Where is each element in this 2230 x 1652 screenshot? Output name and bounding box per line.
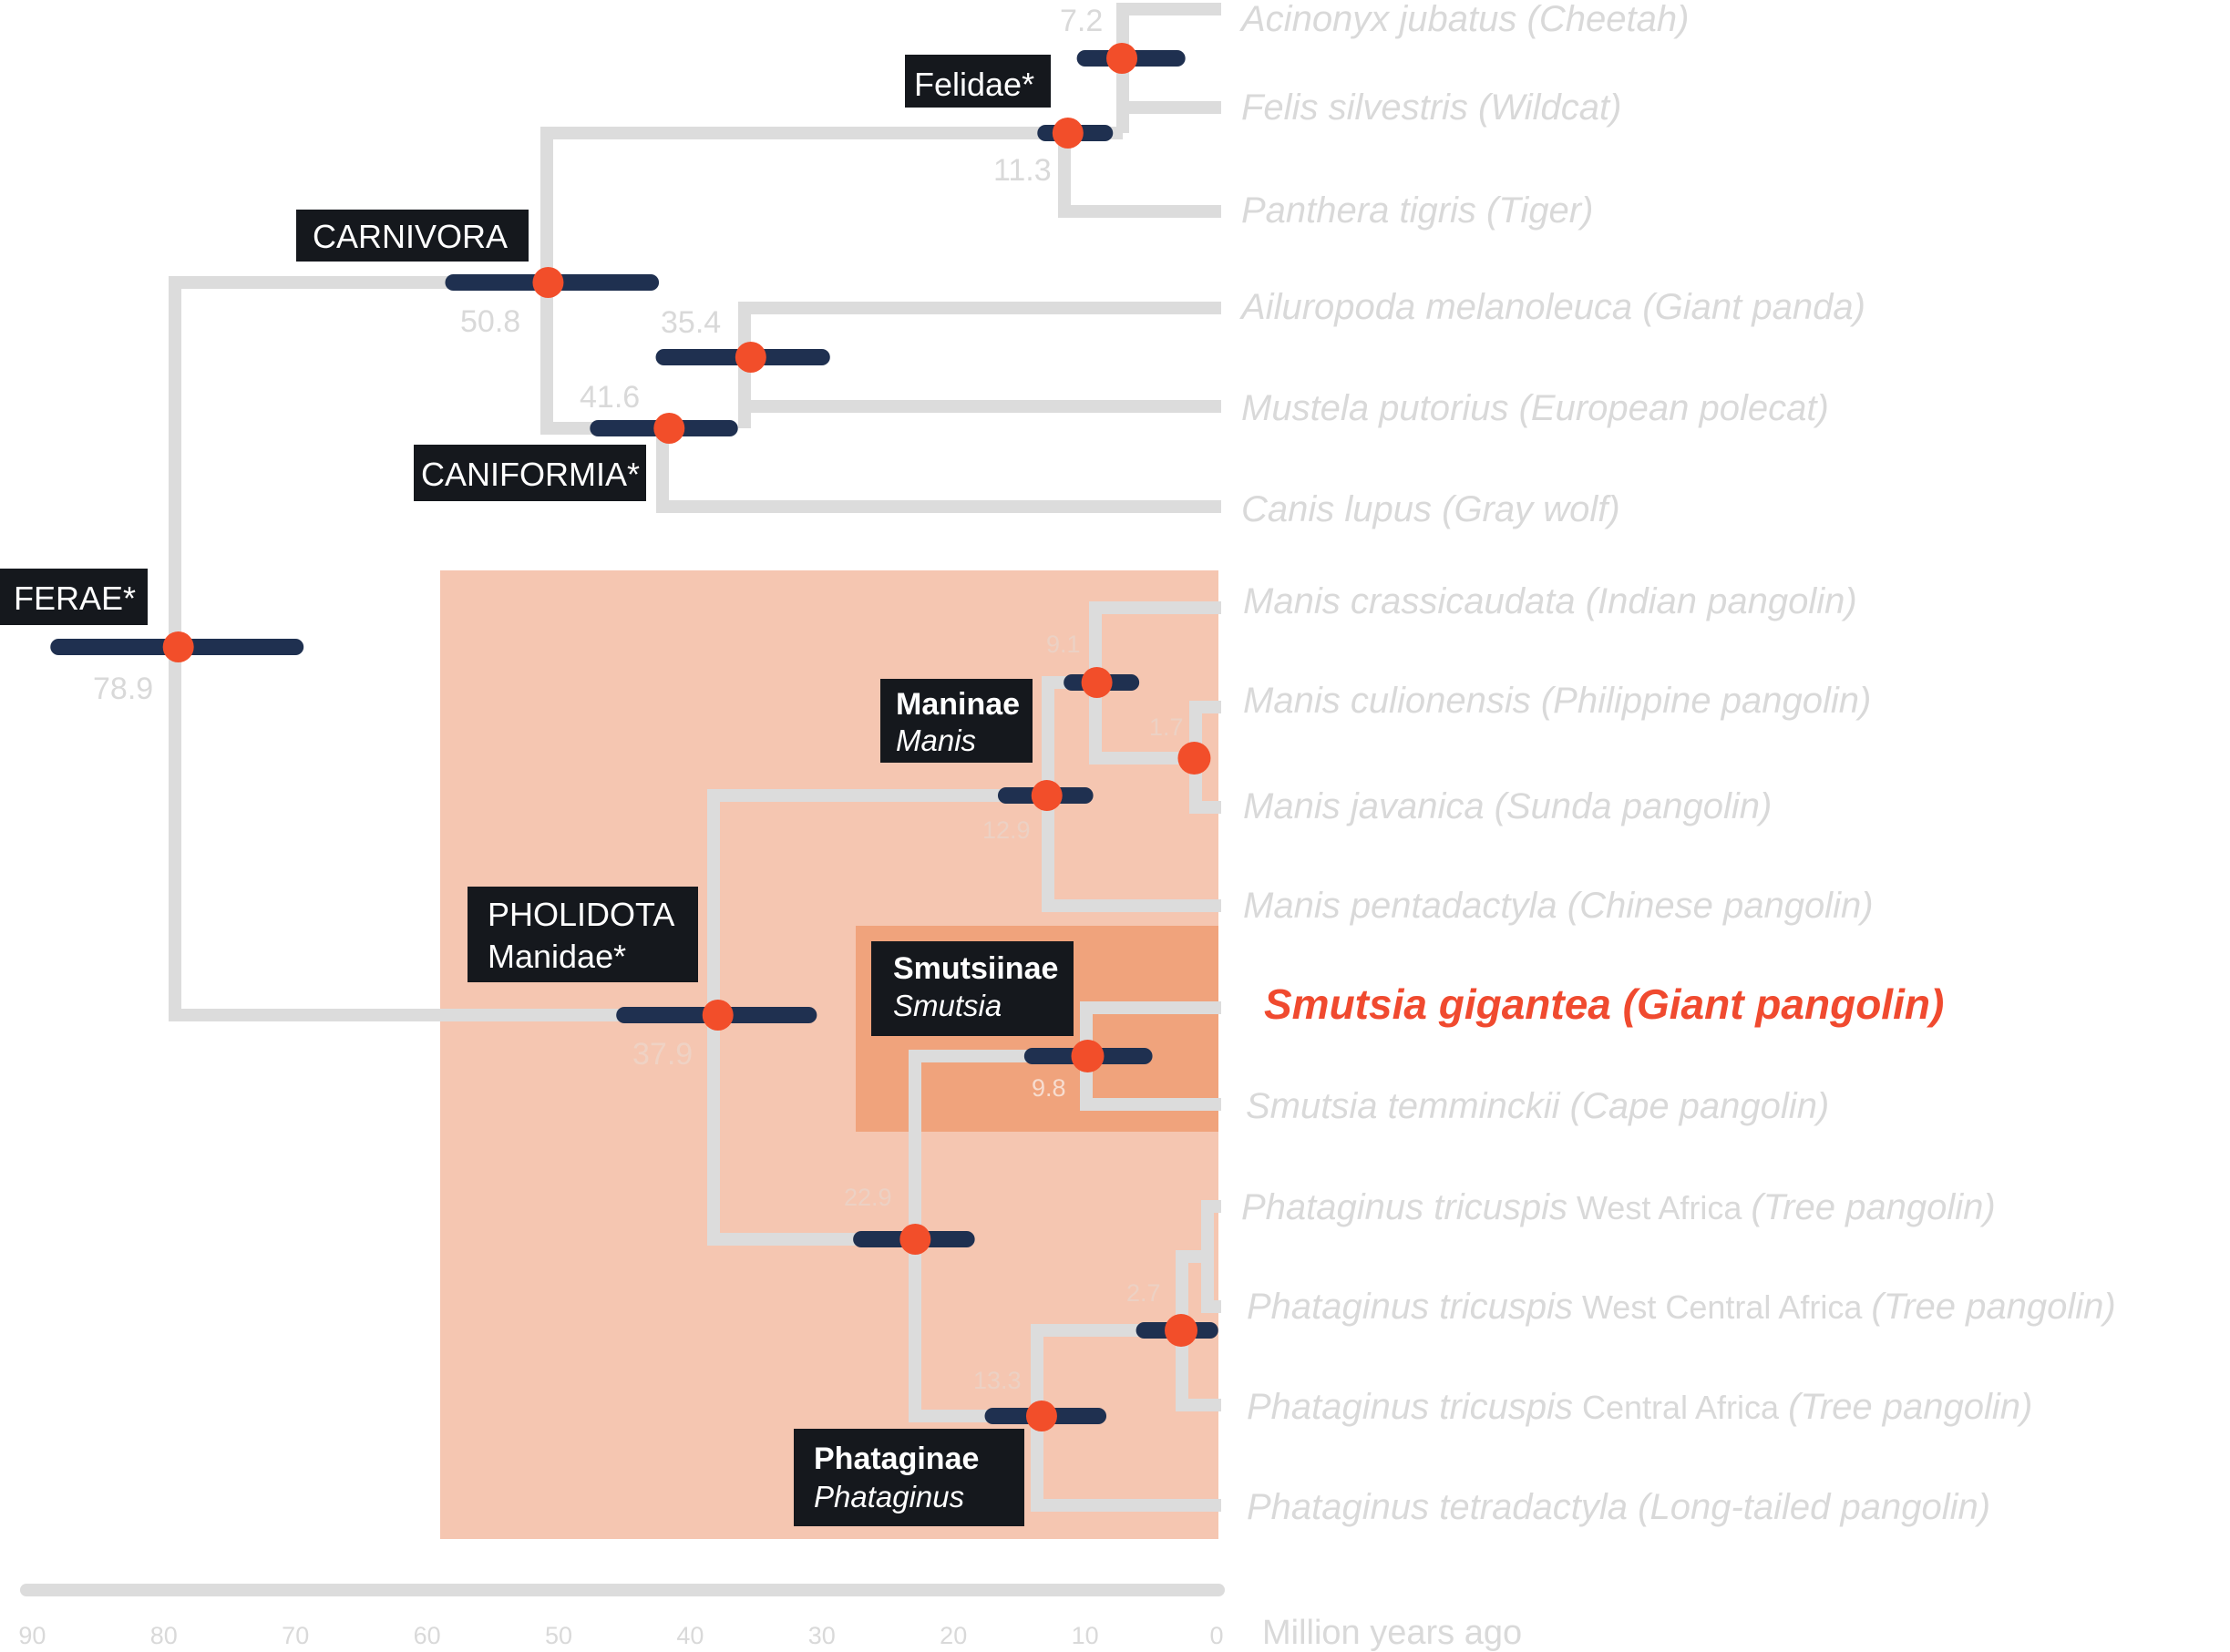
node-marker-smutsiinae [1071, 1040, 1105, 1072]
axis-tick-50: 50 [545, 1622, 572, 1649]
tip-label-wildcat: Felis silvestris (Wildcat) [1241, 87, 1621, 128]
svg-text:CARNIVORA: CARNIVORA [313, 218, 508, 255]
tip-label-giant-highlighted: Smutsia gigantea (Giant pangolin) [1264, 980, 1944, 1028]
node-age-phataginae: 13.3 [973, 1367, 1022, 1394]
axis-tick-80: 80 [150, 1622, 178, 1649]
axis-tick-90: 90 [18, 1622, 46, 1649]
svg-text:PHOLIDOTA: PHOLIDOTA [488, 896, 674, 933]
svg-text:Smutsia: Smutsia [893, 989, 1002, 1022]
clade-label-ferae: FERAE* [0, 569, 148, 625]
tip-label-cape: Smutsia temminckii (Cape pangolin) [1246, 1086, 1829, 1126]
node-marker-ferae [162, 631, 194, 662]
node-marker-tree_group [1165, 1314, 1198, 1347]
tip-label-indian: Manis crassicaudata (Indian pangolin) [1243, 581, 1857, 621]
node-age-pholidota: 37.9 [632, 1037, 693, 1072]
node-age-felis-group: 7.2 [1060, 4, 1103, 38]
tip-label-sunda: Manis javanica (Sunda pangolin) [1243, 786, 1772, 826]
clade-label-smutsiinae: Smutsiinae Smutsia [871, 941, 1074, 1036]
node-age-philippine-sunda: 1.7 [1149, 713, 1184, 741]
axis-tick-60: 60 [414, 1622, 441, 1649]
svg-text:CANIFORMIA*: CANIFORMIA* [421, 456, 640, 493]
tip-label-panda: Ailuropoda melanoleuca (Giant panda) [1239, 287, 1865, 327]
node-marker-philippine_sunda [1177, 742, 1211, 775]
node-age-african-pangolins: 22.9 [844, 1184, 892, 1211]
node-markers [162, 43, 1211, 1431]
node-marker-manis_inner [1081, 667, 1113, 698]
node-age-panda-polecat: 35.4 [661, 305, 721, 340]
clade-label-phataginae: Phataginae Phataginus [794, 1429, 1024, 1526]
tip-label-tree-central-africa: Phataginus tricuspis Central Africa (Tre… [1247, 1387, 2032, 1427]
tip-label-cheetah: Acinonyx jubatus (Cheetah) [1239, 0, 1689, 39]
clade-label-caniformia: CANIFORMIA* [414, 445, 646, 501]
svg-text:Manidae*: Manidae* [488, 938, 626, 975]
node-age-labels: 7.2 11.3 50.8 35.4 41.6 78.9 9.1 1.7 12.… [93, 4, 1184, 1394]
svg-text:Phataginae: Phataginae [814, 1442, 979, 1476]
clade-label-felidae: Felidae* [905, 55, 1051, 108]
clade-label-carnivora: CARNIVORA [296, 210, 529, 262]
clade-label-pholidota: PHOLIDOTA Manidae* [468, 887, 698, 982]
tip-label-longtailed: Phataginus tetradactyla (Long-tailed pan… [1247, 1487, 1990, 1527]
tip-label-tree-west-central-africa: Phataginus tricuspis West Central Africa… [1247, 1287, 2116, 1327]
tip-label-wolf: Canis lupus (Gray wolf) [1241, 489, 1620, 529]
node-age-carnivora: 50.8 [460, 304, 520, 339]
node-age-smutsiinae: 9.8 [1032, 1074, 1066, 1102]
axis-tick-20: 20 [940, 1622, 967, 1649]
node-marker-panda_polecat [735, 342, 766, 373]
tip-label-tiger: Panthera tigris (Tiger) [1241, 190, 1593, 231]
svg-text:Felidae*: Felidae* [914, 66, 1034, 103]
svg-text:FERAE*: FERAE* [14, 580, 136, 617]
node-marker-pholidota [702, 1000, 734, 1031]
tip-label-polecat: Mustela putorius (European polecat) [1241, 388, 1829, 428]
node-marker-felidae [1052, 118, 1084, 149]
node-marker-phataginae [1025, 1401, 1057, 1431]
tip-label-philippine: Manis culionensis (Philippine pangolin) [1243, 681, 1871, 721]
svg-text:Smutsiinae: Smutsiinae [893, 951, 1058, 986]
node-age-caniformia: 41.6 [580, 380, 640, 415]
node-marker-maninae [1031, 780, 1063, 811]
tip-label-chinese: Manis pentadactyla (Chinese pangolin) [1243, 886, 1874, 926]
axis-tick-0: 0 [1209, 1622, 1223, 1649]
axis-tick-30: 30 [808, 1622, 836, 1649]
axis-tick-70: 70 [282, 1622, 309, 1649]
node-age-maninae: 12.9 [982, 816, 1031, 844]
node-marker-afr_pangolins [899, 1224, 931, 1255]
tip-label-tree-west-africa: Phataginus tricuspis West Africa (Tree p… [1241, 1187, 1996, 1227]
branch-caniformia [656, 357, 1221, 513]
time-axis-ticks: 90 80 70 60 50 40 30 20 10 0 [18, 1622, 1223, 1649]
node-age-tree-group: 2.7 [1126, 1279, 1161, 1307]
tip-labels: Acinonyx jubatus (Cheetah) Felis silvest… [1239, 0, 2116, 1527]
node-age-manis-inner: 9.1 [1046, 631, 1081, 658]
node-marker-caniformia [653, 413, 685, 444]
clade-label-maninae: Maninae Manis [880, 679, 1033, 763]
node-marker-carnivora [532, 267, 564, 298]
axis-tick-10: 10 [1072, 1622, 1099, 1649]
node-age-ferae: 78.9 [93, 672, 153, 706]
svg-text:Manis: Manis [896, 723, 976, 757]
clade-labels: Felidae* CARNIVORA CANIFORMIA* FERAE* Ma… [0, 55, 1074, 1526]
time-axis-title: Million years ago [1262, 1614, 1522, 1652]
svg-text:Maninae: Maninae [896, 687, 1020, 722]
time-axis: 90 80 70 60 50 40 30 20 10 0 Million years ago [18, 1584, 1522, 1652]
node-marker-felis_group [1106, 43, 1138, 74]
svg-text:Phataginus: Phataginus [814, 1480, 964, 1513]
axis-tick-40: 40 [676, 1622, 704, 1649]
node-age-felidae: 11.3 [993, 153, 1052, 188]
